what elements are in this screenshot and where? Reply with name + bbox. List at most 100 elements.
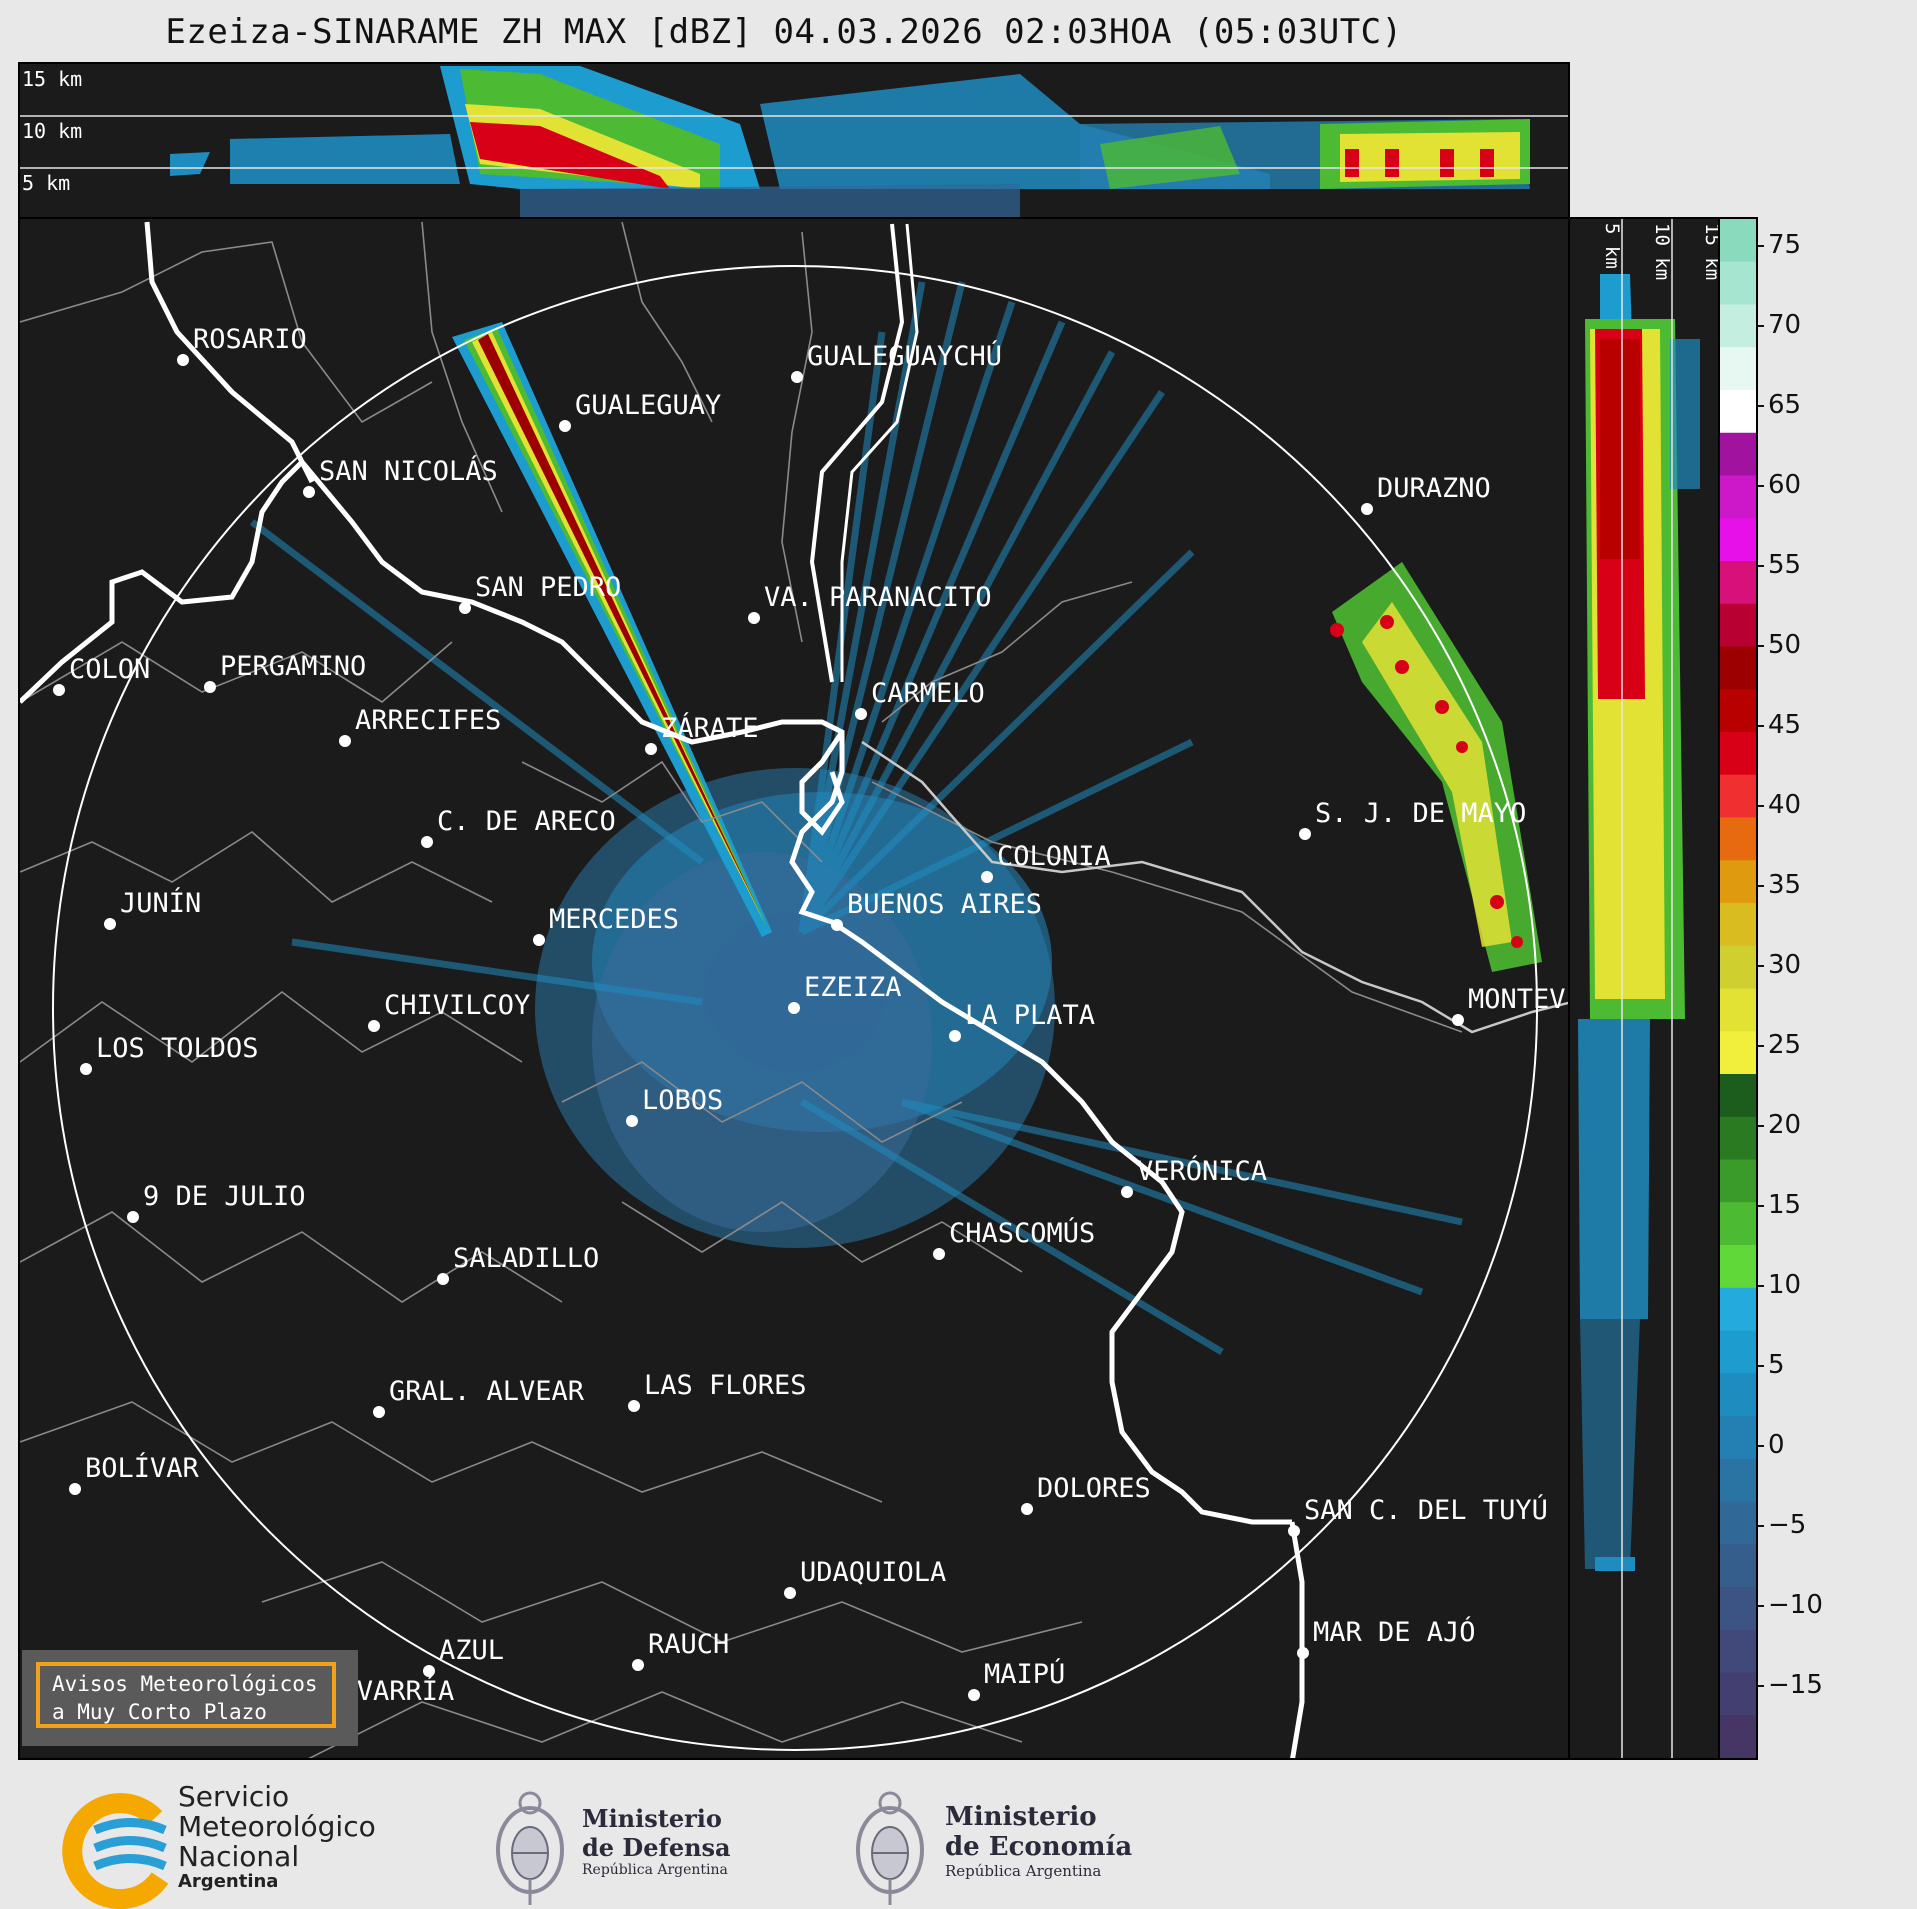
city-marker: SALADILLO [437,1243,599,1285]
city-label: GRAL. ALVEAR [389,1376,585,1407]
city-dot [339,735,351,747]
range-ring [52,265,1538,1751]
city-marker: MERCEDES [533,904,679,946]
city-dot [1021,1503,1033,1515]
city-marker: CHIVILCOY [368,990,530,1032]
city-marker: BOLÍVAR [69,1452,200,1495]
city-marker: ARRECIFES [339,705,501,747]
city-dot [791,371,803,383]
colorbar-bin [1720,304,1756,348]
city-dot [80,1063,92,1075]
colorbar-bin [1720,1202,1756,1246]
side-label-15km: 15 km [1701,223,1720,280]
city-marker: VERÓNICA [1121,1155,1267,1198]
side-cross-section-panel: 5 km 10 km 15 km [1568,217,1720,1760]
city-label: ZÁRATE [661,712,759,744]
city-marker: LA PLATA [949,1000,1095,1042]
alert-box[interactable]: Avisos Meteorológicos a Muy Corto Plazo [22,1650,358,1746]
chart-title: Ezeiza-SINARAME ZH MAX [dBZ] 04.03.2026 … [165,12,1403,52]
colorbar-tick-label: 60 [1755,470,1801,500]
smn-line-4: Argentina [178,1871,279,1892]
storm-cells-east [1330,562,1542,972]
side-label-5km: 5 km [1601,223,1623,269]
city-dot [981,871,993,883]
radar-map-svg: ROSARIO GUALEGUAYCHÚ GUALEGUAY SAN NICOLÁS D… [20,221,1568,1758]
radar-map-panel[interactable]: ROSARIO GUALEGUAYCHÚ GUALEGUAY SAN NICOLÁS D… [18,217,1570,1760]
defensa-coat-of-arms-icon [496,1791,564,1905]
defensa-line-2: de Defensa [582,1833,731,1862]
city-label: MAR DE AJÓ [1313,1616,1476,1648]
city-marker: S. J. DE MAYO [1299,798,1526,840]
city-dot [1121,1186,1133,1198]
city-marker: 9 DE JULIO [127,1181,306,1223]
footer-logos-svg [62,1791,924,1909]
city-label: PERGAMINO [220,651,366,682]
city-marker: RAUCH [632,1629,729,1671]
city-label: COLONIA [997,841,1111,872]
city-marker: ROSARIO [177,324,307,366]
city-dot [177,354,189,366]
city-label: LAS FLORES [644,1370,807,1401]
city-label: MAIPÚ [984,1658,1065,1690]
alert-line-1: Avisos Meteorológicos [52,1672,318,1696]
city-label: BUENOS AIRES [847,889,1042,920]
colorbar-tick-label: 20 [1755,1110,1801,1140]
city-dot [1299,828,1311,840]
city-dot [559,420,571,432]
top-echo-shading [170,66,1530,217]
colorbar-tick-label: 25 [1755,1030,1801,1060]
city-dot [949,1030,961,1042]
city-dot [204,681,216,693]
city-marker: AZUL [423,1635,504,1677]
city-label: EZEIZA [804,972,902,1003]
city-label: 9 DE JULIO [143,1181,306,1212]
city-dot [127,1211,139,1223]
city-label: C. DE ARECO [437,806,616,837]
city-marker: MONTEVIDEO [1452,984,1568,1026]
city-dot [368,1020,380,1032]
defensa-line-1: Ministerio [582,1804,722,1833]
city-dot [645,743,657,755]
city-marker: ZÁRATE [645,712,759,755]
colorbar-tick-label: 55 [1755,550,1801,580]
uruguay-coast [861,740,1568,1034]
city-marker: SAN NICOLÁS [303,455,498,498]
city-marker: CARMELO [855,678,985,720]
colorbar-svg [1720,219,1756,1759]
city-marker: C. DE ARECO [421,806,616,848]
city-marker: UDAQUIOLA [784,1557,946,1599]
city-label: ROSARIO [193,324,307,355]
city-marker: SAN C. DEL TUYÚ [1288,1494,1548,1537]
city-marker: GUALEGUAY [559,390,721,432]
city-marker: JUNÍN [104,887,201,930]
colorbar-bin [1720,646,1756,690]
economia-line-3: República Argentina [945,1862,1102,1880]
colorbar-bin [1720,561,1756,605]
radar-echo-field [249,281,1542,1356]
city-dot [1452,1014,1464,1026]
defensa-logo-text: Ministerio de Defensa República Argentin… [582,1804,731,1878]
city-label: CARMELO [871,678,985,709]
colorbar-bin [1720,732,1756,776]
colorbar-bin [1720,475,1756,519]
alert-box-frame[interactable]: Avisos Meteorológicos a Muy Corto Plazo [36,1662,336,1728]
city-dot [423,1665,435,1677]
city-label: DURAZNO [1377,473,1491,504]
colorbar-bin [1720,1287,1756,1332]
colorbar-bin [1720,1031,1756,1075]
economia-logo-text: Ministerio de Economía República Argenti… [945,1802,1132,1880]
city-dot [628,1400,640,1412]
colorbar-bin [1720,1587,1756,1631]
economia-line-2: de Economía [945,1832,1133,1862]
city-label: SAN C. DEL TUYÚ [1304,1494,1548,1526]
city-dot [626,1115,638,1127]
colorbar-bin [1720,1672,1756,1716]
city-dot [1297,1647,1309,1659]
city-marker: DOLORES [1021,1473,1151,1515]
colorbar-bin [1720,1458,1756,1503]
colorbar-bin [1720,903,1756,947]
colorbar-tick-label: −5 [1755,1510,1806,1540]
city-label: VA. PARANACITO [764,582,992,613]
colorbar-tick-label: 0 [1756,1430,1785,1460]
alert-line-2: a Muy Corto Plazo [52,1700,267,1724]
